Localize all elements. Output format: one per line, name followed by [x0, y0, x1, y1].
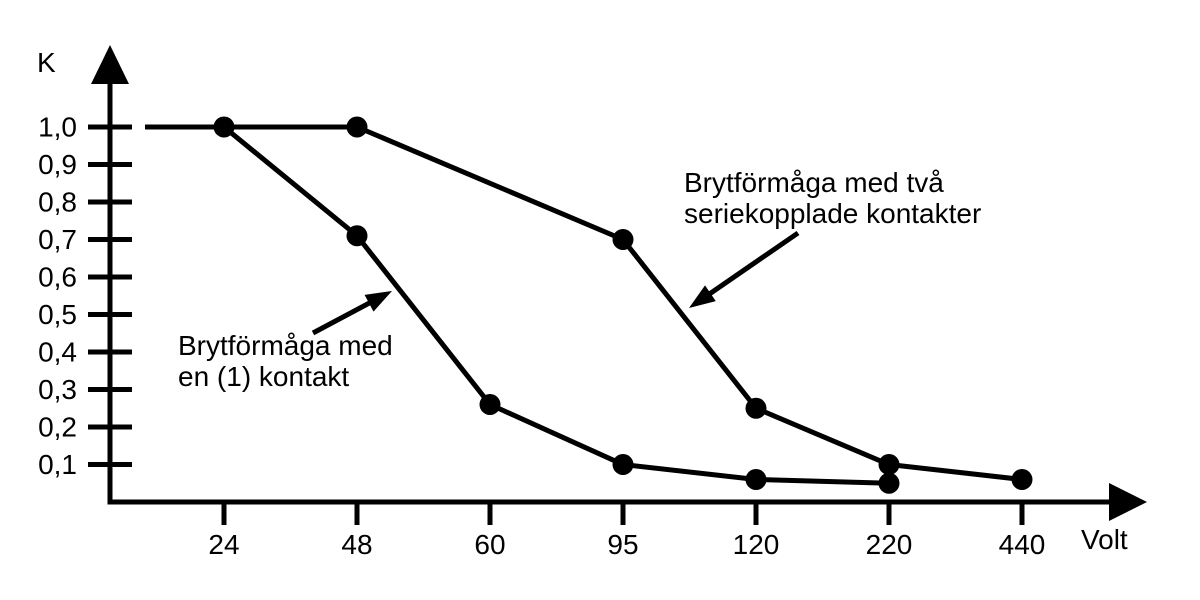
x-tick-label: 48: [341, 529, 372, 560]
data-point: [745, 469, 767, 490]
data-point: [878, 454, 900, 475]
y-tick-label: 0,6: [38, 262, 77, 293]
annotation-one-contact: Brytförmåga med en (1) kontakt: [178, 330, 393, 392]
x-tick-label: 220: [866, 529, 913, 560]
x-axis-arrowhead-icon: [1109, 483, 1147, 521]
x-tick-label: 60: [474, 529, 505, 560]
data-point: [1011, 469, 1033, 490]
y-tick-label: 0,8: [38, 187, 77, 218]
annotation-arrow-one-contact-head-icon: [364, 291, 392, 312]
annotation-arrow-two-contacts-shaft: [698, 230, 800, 303]
y-tick-label: 0,2: [38, 412, 77, 443]
annotation-two-contacts: Brytförmåga med två seriekopplade kontak…: [684, 167, 981, 229]
x-tick-label: 95: [607, 529, 638, 560]
data-point: [612, 229, 634, 250]
y-tick-label: 0,5: [38, 299, 77, 330]
data-point: [346, 116, 368, 138]
series-line-one-contact: [222, 125, 890, 486]
x-tick-label: 24: [208, 529, 239, 560]
y-tick-label: 1,0: [38, 112, 77, 143]
data-point: [745, 397, 767, 419]
annotation-arrow-two-contacts-head-icon: [689, 285, 716, 308]
annotation-two-contacts-line2: seriekopplade kontakter: [684, 198, 982, 229]
x-tick-label: 120: [733, 529, 780, 560]
x-axis-title: Volt: [1081, 524, 1128, 555]
annotation-one-contact-line1: Brytförmåga med: [178, 330, 393, 361]
annotation-two-contacts-line1: Brytförmåga med två: [684, 167, 944, 198]
y-tick-label: 0,3: [38, 374, 77, 405]
data-point: [612, 454, 634, 475]
x-tick-label: 440: [999, 529, 1046, 560]
y-tick-label: 0,7: [38, 224, 77, 255]
data-point: [878, 472, 900, 494]
y-axis-arrowhead-icon: [91, 45, 129, 84]
data-point: [479, 394, 501, 415]
annotation-one-contact-line2: en (1) kontakt: [178, 361, 350, 392]
y-tick-label: 0,4: [38, 337, 77, 368]
y-tick-label: 0,1: [38, 449, 77, 480]
series-line-two-contacts: [145, 124, 1023, 482]
data-point: [346, 225, 368, 247]
y-tick-label: 0,9: [38, 149, 77, 180]
y-axis-title: K: [37, 47, 56, 78]
